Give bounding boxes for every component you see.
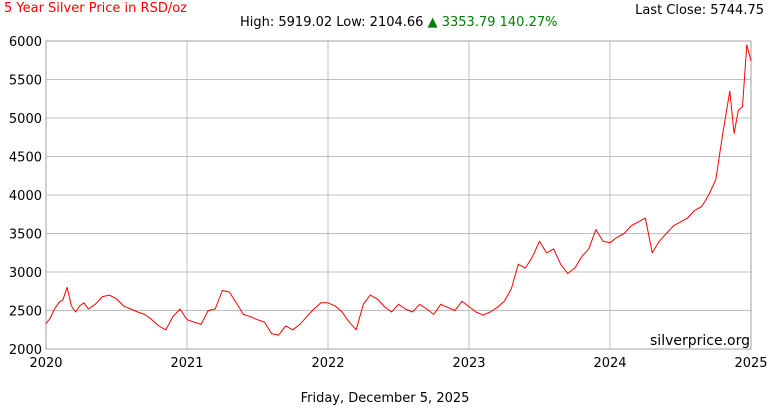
y-tick-label: 3000 bbox=[9, 266, 42, 281]
up-arrow-icon: ▲ bbox=[427, 15, 438, 30]
x-tick-label: 2023 bbox=[452, 356, 485, 371]
y-tick-label: 5000 bbox=[9, 112, 42, 127]
x-tick-label: 2020 bbox=[29, 356, 62, 371]
price-stats: High: 5919.02 Low: 2104.66 ▲ 3353.79 140… bbox=[240, 15, 557, 30]
grid bbox=[45, 40, 752, 350]
x-tick-label: 2025 bbox=[734, 356, 767, 371]
change-text: 3353.79 140.27% bbox=[441, 15, 558, 30]
axis-ticks: 2000 2500 3000 3500 4000 4500 5000 5500 6000 2020… bbox=[9, 35, 768, 371]
footer-date: Friday, December 5, 2025 bbox=[300, 391, 470, 406]
high-low-text: High: 5919.02 Low: 2104.66 bbox=[240, 15, 424, 30]
y-tick-label: 2500 bbox=[9, 305, 42, 320]
price-line bbox=[45, 44, 752, 336]
x-tick-label: 2021 bbox=[170, 356, 203, 371]
series bbox=[45, 44, 752, 336]
y-tick-label: 2000 bbox=[9, 343, 42, 358]
watermark-text: silverprice.org bbox=[650, 333, 750, 349]
last-close-label: Last Close: 5744.75 bbox=[635, 3, 764, 18]
x-tick-label: 2022 bbox=[311, 356, 344, 371]
y-tick-label: 3500 bbox=[9, 228, 42, 243]
plot-frame bbox=[45, 40, 752, 350]
y-tick-label: 5500 bbox=[9, 74, 42, 89]
x-tick-label: 2024 bbox=[593, 356, 626, 371]
y-tick-label: 6000 bbox=[9, 35, 42, 50]
y-tick-label: 4000 bbox=[9, 189, 42, 204]
chart-title: 5 Year Silver Price in RSD/oz bbox=[4, 1, 187, 16]
y-tick-label: 4500 bbox=[9, 151, 42, 166]
